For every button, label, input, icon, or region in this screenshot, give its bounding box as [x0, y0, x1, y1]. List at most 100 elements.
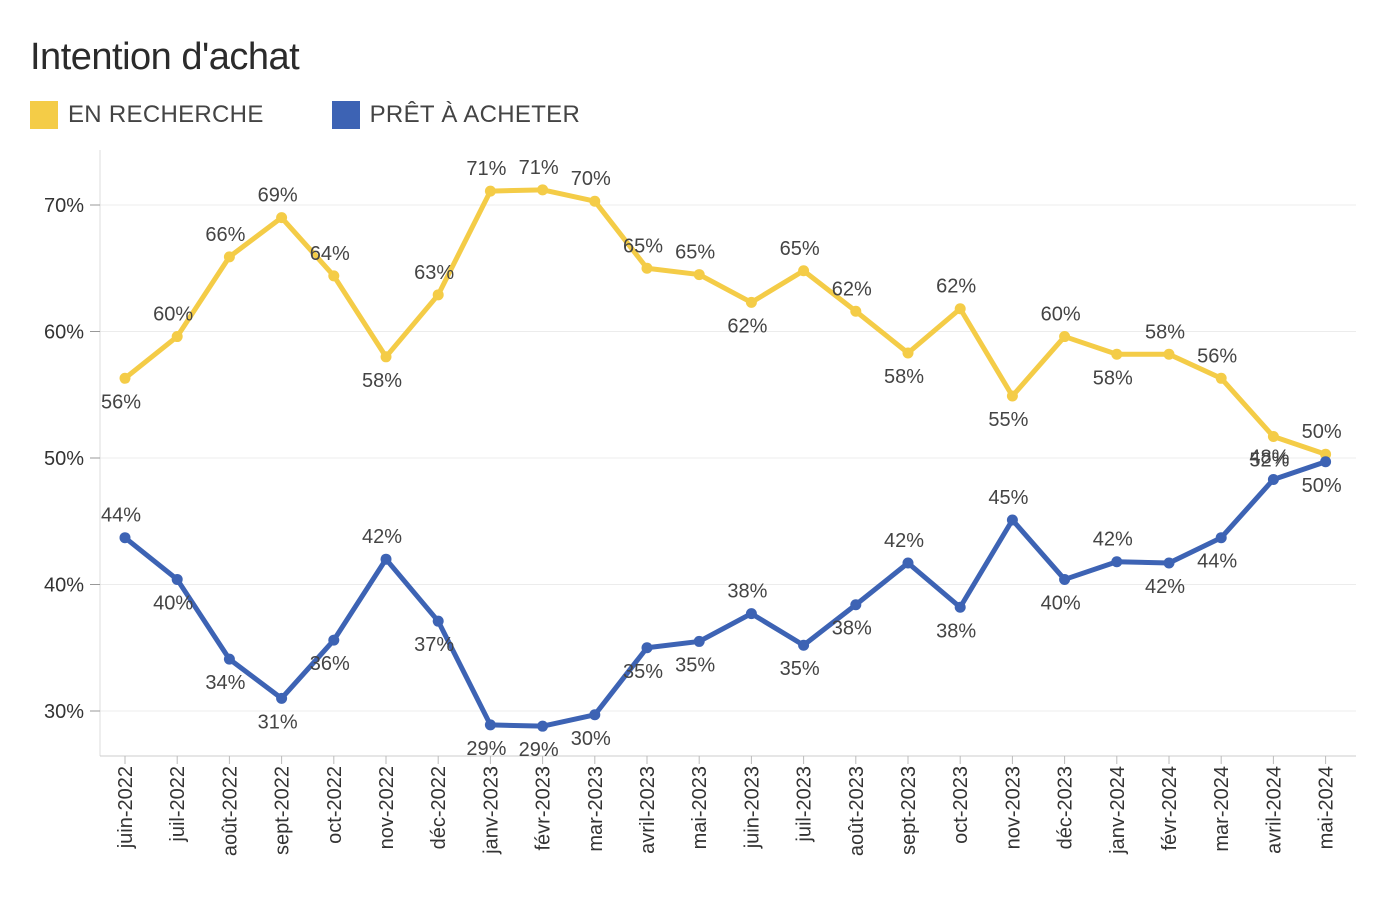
axes — [99, 150, 1356, 757]
data-point[interactable] — [328, 634, 340, 646]
x-tick-label: juil-2023 — [794, 766, 816, 843]
data-point[interactable] — [1111, 348, 1123, 360]
data-point[interactable] — [850, 599, 862, 611]
data-label: 42% — [362, 526, 402, 548]
data-point[interactable] — [850, 305, 862, 317]
data-label: 38% — [727, 581, 767, 603]
data-label: 35% — [780, 658, 820, 680]
x-tick-label: oct-2023 — [950, 766, 972, 844]
x-tick-label: déc-2022 — [428, 766, 450, 849]
x-tick-label: nov-2023 — [1002, 766, 1024, 849]
data-point[interactable] — [1320, 456, 1332, 468]
data-point[interactable] — [798, 639, 810, 651]
data-label: 58% — [362, 370, 402, 392]
data-label: 48% — [1249, 447, 1289, 469]
data-point[interactable] — [902, 347, 914, 359]
data-point[interactable] — [1059, 573, 1071, 585]
data-label: 31% — [258, 711, 298, 733]
x-tick-label: avril-2024 — [1263, 766, 1285, 854]
data-label: 34% — [205, 672, 245, 694]
data-label: 65% — [780, 238, 820, 260]
data-point[interactable] — [537, 720, 549, 732]
data-point[interactable] — [223, 653, 235, 665]
data-label: 50% — [1302, 421, 1342, 443]
data-point[interactable] — [119, 532, 131, 544]
data-point[interactable] — [954, 303, 966, 315]
data-label: 40% — [1041, 592, 1081, 614]
legend-item-pret-a-acheter[interactable]: PRÊT À ACHETER — [331, 101, 580, 129]
y-axis-ticks: 30% 40% 50% 60% 70% — [44, 195, 100, 723]
data-point[interactable] — [954, 601, 966, 613]
x-tick-label: nov-2022 — [376, 766, 398, 849]
data-point[interactable] — [276, 212, 288, 224]
data-label: 60% — [1041, 304, 1081, 326]
x-tick-label: janv-2023 — [480, 766, 502, 855]
data-point[interactable] — [1320, 448, 1332, 460]
data-point[interactable] — [1163, 557, 1175, 569]
data-point[interactable] — [1215, 372, 1227, 384]
data-point[interactable] — [223, 251, 235, 263]
data-point[interactable] — [1006, 390, 1018, 402]
data-point[interactable] — [171, 331, 183, 343]
data-point[interactable] — [171, 573, 183, 585]
data-point[interactable] — [328, 270, 340, 282]
x-tick-label: août-2023 — [846, 766, 868, 856]
data-point[interactable] — [1111, 556, 1123, 568]
data-point[interactable] — [1006, 514, 1018, 526]
data-label: 62% — [832, 278, 872, 300]
data-point[interactable] — [745, 608, 757, 620]
data-point[interactable] — [693, 269, 705, 281]
data-label: 69% — [258, 185, 298, 207]
data-point[interactable] — [119, 372, 131, 384]
data-point[interactable] — [1059, 331, 1071, 343]
x-tick-label: janv-2024 — [1107, 766, 1129, 855]
x-tick-label: sept-2022 — [272, 766, 294, 855]
data-label: 62% — [936, 276, 976, 298]
legend-swatch-pret-a-acheter — [331, 101, 360, 129]
data-point[interactable] — [1215, 532, 1227, 544]
data-point[interactable] — [798, 265, 810, 277]
data-point[interactable] — [380, 553, 392, 565]
data-point[interactable] — [484, 185, 496, 197]
data-point[interactable] — [745, 296, 757, 308]
data-label: 44% — [1197, 551, 1237, 573]
data-point[interactable] — [380, 351, 392, 363]
legend-item-en-recherche[interactable]: EN RECHERCHE — [30, 101, 264, 129]
series-lines — [122, 187, 1329, 729]
data-point[interactable] — [432, 289, 444, 301]
data-label: 40% — [153, 592, 193, 614]
data-point[interactable] — [484, 719, 496, 731]
data-label: 29% — [466, 738, 506, 760]
x-tick-label: oct-2022 — [324, 766, 346, 844]
data-label: 64% — [310, 243, 350, 265]
data-label: 42% — [1145, 576, 1185, 598]
data-label: 65% — [675, 242, 715, 264]
data-point[interactable] — [432, 615, 444, 627]
data-point[interactable] — [1267, 474, 1279, 486]
y-tick-label: 50% — [44, 448, 84, 470]
data-label: 52% — [1249, 449, 1289, 471]
data-point[interactable] — [589, 709, 601, 721]
data-point[interactable] — [276, 692, 288, 704]
data-point[interactable] — [641, 642, 653, 654]
data-label: 36% — [310, 653, 350, 675]
data-label: 71% — [519, 157, 559, 179]
data-point[interactable] — [589, 195, 601, 207]
data-point[interactable] — [1267, 430, 1279, 442]
series-points — [119, 184, 1332, 732]
data-point[interactable] — [902, 557, 914, 569]
data-label: 30% — [571, 728, 611, 750]
data-point[interactable] — [537, 184, 549, 196]
y-tick-label: 40% — [44, 575, 84, 597]
legend: EN RECHERCHE PRÊT À ACHETER — [30, 100, 648, 130]
data-label: 56% — [1197, 345, 1237, 367]
x-tick-label: avril-2023 — [637, 766, 659, 854]
x-tick-label: juin-2022 — [115, 766, 137, 849]
data-point[interactable] — [1163, 348, 1175, 360]
data-labels: 56% 60% 66% 69% 64% 58% 63% 71% 71% 70% 65% 65% 62% 6… — [101, 157, 1342, 761]
x-tick-label: juin-2023 — [741, 766, 763, 849]
data-point[interactable] — [641, 262, 653, 274]
data-point[interactable] — [693, 635, 705, 647]
x-tick-label: mar-2023 — [585, 766, 607, 852]
